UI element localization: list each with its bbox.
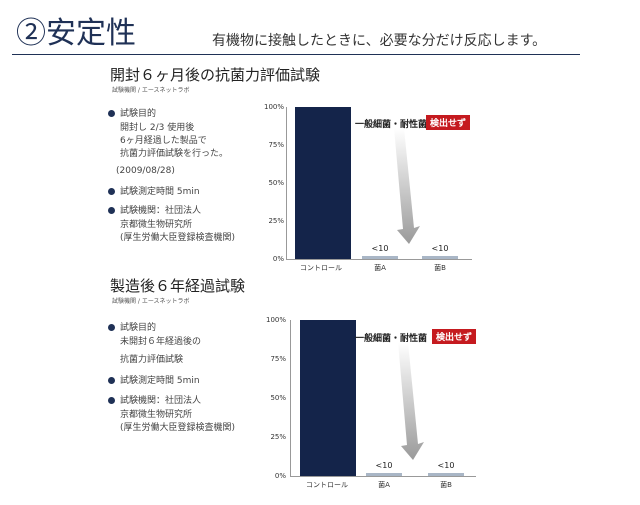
section1-note: 試験機関 / エースネットラボ	[112, 87, 190, 94]
section1-lab-line: (厚生労働大臣登録検査機関)	[120, 233, 236, 243]
section2-bullet-lab: 試験機関：社団法人	[108, 393, 201, 406]
bullet-dot-icon	[108, 377, 115, 384]
x-tick-label: 菌A	[378, 481, 390, 489]
bullet-label: 試験機関：社団法人	[120, 206, 202, 216]
y-tick-label: 100%	[263, 103, 284, 111]
chart-bar	[428, 472, 464, 476]
section2-note: 試験機関 / エースネットラボ	[112, 298, 190, 305]
section2-lab-line: 京都微生物研究所	[120, 410, 193, 420]
y-tick-label: 0%	[274, 472, 286, 480]
down-arrow-icon	[398, 342, 424, 460]
bullet-label: 試験測定時間 5min	[120, 187, 200, 197]
section2-purpose-line: 抗菌力評価試験	[120, 355, 184, 365]
x-axis	[286, 259, 472, 260]
section2-bullet-time: 試験測定時間 5min	[108, 373, 200, 386]
data-label: <10	[371, 244, 389, 253]
annotation-text: 一般細菌・耐性菌	[355, 334, 428, 344]
bullet-label: 試験測定時間 5min	[120, 376, 200, 386]
y-tick-label: 0%	[272, 255, 284, 263]
y-axis	[286, 107, 287, 259]
data-label: <10	[375, 461, 393, 470]
bullet-label: 試験目的	[120, 109, 157, 119]
page-subtitle: 有機物に接触したときに、必要な分だけ反応します。	[212, 33, 547, 49]
section1-purpose-line: 抗菌力評価試験を行った。	[120, 149, 229, 159]
bullet-dot-icon	[108, 188, 115, 195]
section1-date: (2009/08/28)	[116, 166, 175, 176]
section2-bullet-purpose: 試験目的	[108, 320, 156, 333]
section1-bullet-lab: 試験機関：社団法人	[108, 203, 201, 216]
y-tick-label: 50%	[270, 394, 286, 402]
chart-bar	[362, 255, 398, 259]
y-axis	[290, 320, 291, 476]
x-tick-label: 菌B	[440, 481, 452, 489]
y-tick-label: 25%	[268, 217, 284, 225]
bullet-dot-icon	[108, 324, 115, 331]
status-badge: 検出せず	[432, 329, 477, 344]
annotation-text: 一般細菌・耐性菌	[355, 120, 428, 130]
bullet-dot-icon	[108, 207, 115, 214]
section1-purpose-line: 開封し 2/3 使用後	[120, 123, 195, 133]
y-tick-label: 25%	[270, 433, 286, 441]
x-axis	[290, 476, 476, 477]
chart-bar	[300, 320, 356, 476]
data-label: <10	[431, 244, 449, 253]
y-tick-label: 100%	[265, 316, 286, 324]
section2-purpose-line: 未開封６年経過後の	[120, 337, 202, 347]
section2-title: 製造後６年経過試験	[110, 277, 246, 295]
y-tick-label: 75%	[268, 141, 284, 149]
section1-lab-line: 京都微生物研究所	[120, 220, 193, 230]
x-tick-label: コントロール	[300, 264, 342, 272]
chart-bar	[366, 472, 402, 476]
data-label: <10	[437, 461, 455, 470]
bullet-label: 試験機関：社団法人	[120, 396, 202, 406]
x-tick-label: 菌B	[434, 264, 446, 272]
chart-bar	[295, 107, 351, 259]
x-tick-label: コントロール	[306, 481, 348, 489]
bullet-label: 試験目的	[120, 323, 157, 333]
header-divider	[12, 54, 580, 55]
section1-bullet-purpose: 試験目的	[108, 106, 156, 119]
chart-bar	[422, 255, 458, 259]
bullet-dot-icon	[108, 110, 115, 117]
section1-purpose-line: 6ヶ月経過した製品で	[120, 136, 207, 146]
down-arrow-icon	[394, 128, 420, 244]
status-badge: 検出せず	[426, 115, 471, 130]
section2-lab-line: (厚生労働大臣登録検査機関)	[120, 423, 236, 433]
section1-title: 開封６ヶ月後の抗菌力評価試験	[110, 66, 321, 84]
y-tick-label: 75%	[270, 355, 286, 363]
section1-bullet-time: 試験測定時間 5min	[108, 184, 200, 197]
x-tick-label: 菌A	[374, 264, 386, 272]
y-tick-label: 50%	[268, 179, 284, 187]
bullet-dot-icon	[108, 397, 115, 404]
page-title: ②安定性	[16, 16, 136, 51]
